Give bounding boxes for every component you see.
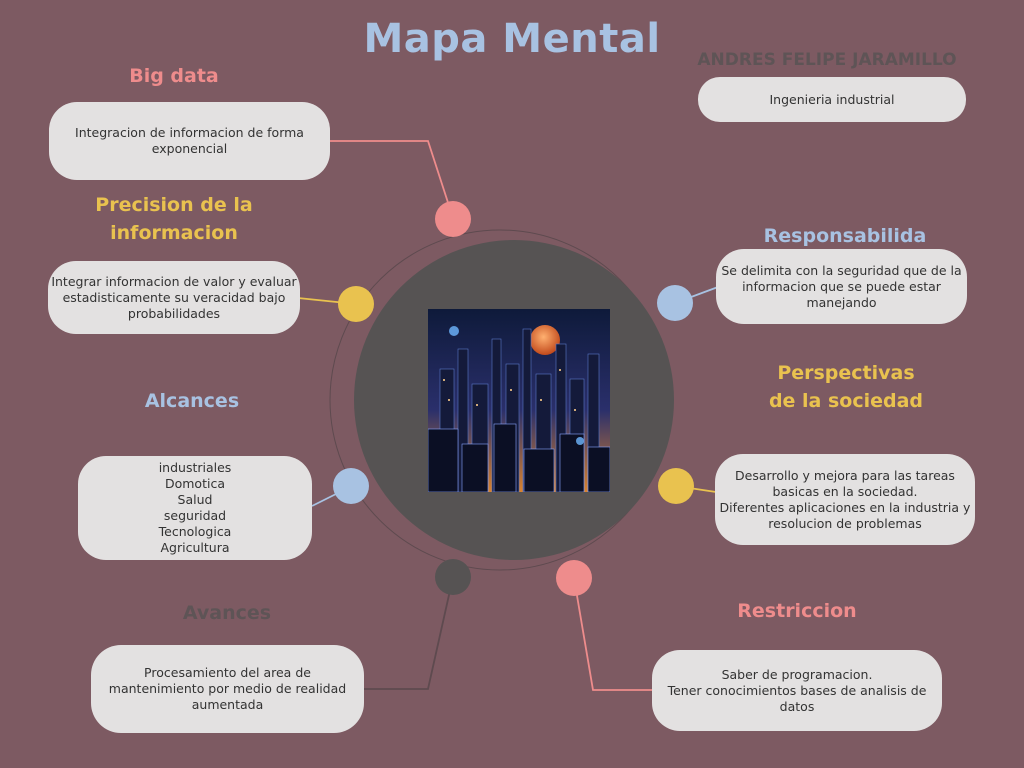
box-perspectivas: Desarrollo y mejora para las tareas basi… <box>715 454 975 545</box>
node-dot-perspectivas <box>658 468 694 504</box>
box-precision: Integrar informacion de valor y evaluar … <box>48 261 300 334</box>
page-title: Mapa Mental <box>363 16 661 62</box>
city-illustration <box>428 309 610 492</box>
author-name: ANDRES FELIPE JARAMILLO <box>697 50 957 70</box>
box-alcances: industriales Domotica Salud seguridad Te… <box>78 456 312 560</box>
node-dot-precision <box>338 286 374 322</box>
node-dot-restriccion <box>556 560 592 596</box>
box-big-data: Integracion de informacion de forma expo… <box>49 102 330 180</box>
heading-big-data: Big data <box>129 65 219 87</box>
heading-perspectivas: Perspectivas de la sociedad <box>768 362 924 412</box>
connector-avances <box>364 576 454 690</box>
career-box: Ingenieria industrial <box>698 77 966 122</box>
connector-big-data <box>328 140 454 219</box>
box-avances: Procesamiento del area de mantenimiento … <box>91 645 364 733</box>
node-dot-big-data <box>435 201 471 237</box>
heading-precision: Precision de la informacion <box>95 194 253 244</box>
connector-restriccion <box>573 577 655 691</box>
node-dot-alcances <box>333 468 369 504</box>
box-restriccion: Saber de programacion. Tener conocimient… <box>652 650 942 731</box>
node-dot-responsabilidad <box>657 285 693 321</box>
box-responsabilidad: Se delimita con la seguridad que de la i… <box>716 249 967 324</box>
heading-restriccion: Restriccion <box>737 600 857 622</box>
heading-alcances: Alcances <box>144 390 240 412</box>
heading-avances: Avances <box>182 602 272 624</box>
node-dot-avances <box>435 559 471 595</box>
